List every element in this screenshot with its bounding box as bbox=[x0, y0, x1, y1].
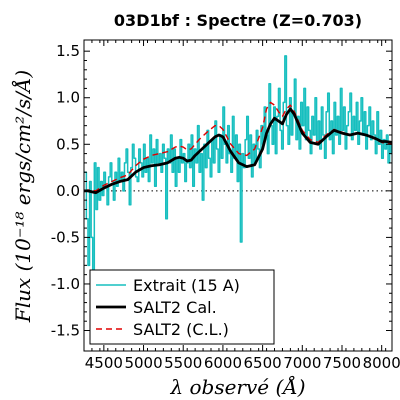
legend-label-2: SALT2 (C.L.) bbox=[133, 320, 229, 339]
series-line-1 bbox=[84, 107, 392, 195]
x-tick-label-2: 5500 bbox=[164, 354, 202, 372]
series-group bbox=[84, 55, 392, 304]
series-line-0 bbox=[84, 55, 392, 304]
x-axis-label: λ observé (Å) bbox=[169, 374, 305, 399]
y-tick-label-2: 0.5 bbox=[56, 135, 80, 153]
y-tick-label-1: 1.0 bbox=[56, 89, 80, 107]
x-tick-label-6: 7500 bbox=[323, 354, 361, 372]
chart-title: 03D1bf : Spectre (Z=0.703) bbox=[114, 11, 362, 30]
x-tick-label-3: 6000 bbox=[204, 354, 242, 372]
legend-label-1: SALT2 Cal. bbox=[133, 298, 217, 317]
y-tick-label-6: -1.5 bbox=[51, 322, 80, 340]
plot-frame bbox=[83, 39, 393, 352]
y-tick-label-5: -1.0 bbox=[51, 275, 80, 293]
x-tick-label-0: 4500 bbox=[85, 354, 123, 372]
x-tick-label-4: 6500 bbox=[244, 354, 282, 372]
axis-ticks: 4500 5000 5500 6000 6500 7000 7500 8000 1.5 1.0 0.… bbox=[51, 40, 400, 372]
legend-label-0: Extrait (15 A) bbox=[133, 276, 240, 295]
x-tick-label-5: 7000 bbox=[283, 354, 321, 372]
x-tick-label-7: 8000 bbox=[363, 354, 400, 372]
legend: Extrait (15 A) SALT2 Cal. SALT2 (C.L.) bbox=[89, 269, 275, 345]
y-tick-label-4: -0.5 bbox=[51, 228, 80, 246]
plot-area bbox=[83, 39, 393, 352]
y-tick-label-3: 0.0 bbox=[56, 182, 80, 200]
y-tick-label-0: 1.5 bbox=[56, 42, 80, 60]
x-tick-label-1: 5000 bbox=[124, 354, 162, 372]
y-axis-label: Flux (10⁻¹⁸ ergs/cm²/s/Å) bbox=[10, 70, 35, 323]
